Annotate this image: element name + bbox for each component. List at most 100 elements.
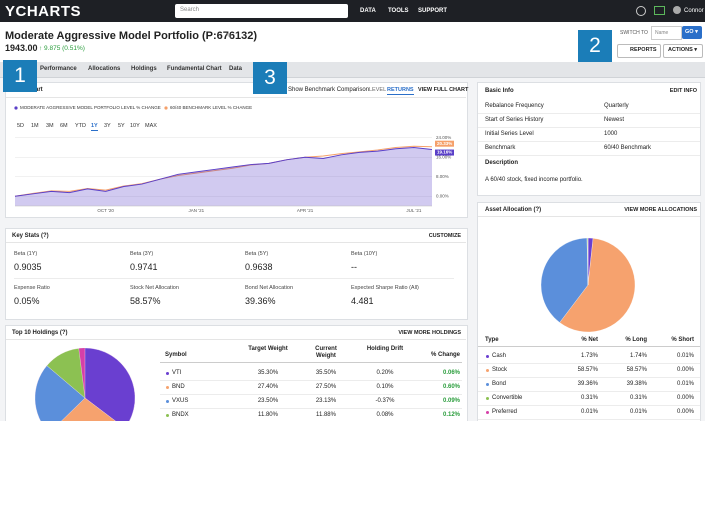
stat-value: --: [351, 262, 357, 272]
cell: 0.01%: [676, 353, 694, 359]
reports-text[interactable]: REPORTS: [630, 47, 657, 53]
divider: [6, 339, 466, 340]
stat-label: Beta (1Y): [14, 251, 38, 257]
stat-value: 0.05%: [14, 296, 40, 306]
description-label: Description: [485, 160, 519, 166]
price: 1943.00: [5, 43, 38, 53]
price-change: ↑ 9.875 (0.51%): [39, 45, 85, 52]
tab[interactable]: Data: [229, 66, 243, 72]
range-button[interactable]: 1Y: [91, 123, 98, 131]
go-button[interactable]: [682, 26, 702, 39]
nav-link[interactable]: SUPPORT: [418, 8, 448, 14]
end-label: 20.33%: [437, 141, 452, 146]
mode-toggle[interactable]: RETURNS: [387, 87, 414, 95]
end-label: 19.16%: [437, 150, 452, 155]
cell: Bond: [492, 381, 507, 387]
legend-label: MODERATE AGGRESSIVE MODEL PORTFOLIO LEVE…: [20, 105, 161, 110]
cell: 0.08%: [376, 412, 394, 418]
go-text[interactable]: GO ▾: [685, 29, 698, 35]
stat-label: Beta (10Y): [351, 251, 378, 257]
cell: 1.73%: [580, 353, 598, 359]
tab-bar: [0, 62, 705, 78]
view-more[interactable]: VIEW MORE ALLOCATIONS: [624, 207, 697, 213]
range-button[interactable]: 10Y: [130, 123, 140, 129]
customize[interactable]: CUSTOMIZE: [428, 233, 461, 239]
tab[interactable]: Holdings: [131, 66, 157, 72]
divider: [6, 97, 466, 98]
column-header: Target Weight: [248, 346, 288, 352]
stat-label: Expected Sharpe Ratio (All): [351, 285, 419, 291]
view-more[interactable]: VIEW MORE HOLDINGS: [398, 330, 461, 336]
range-button[interactable]: 3M: [46, 123, 54, 129]
name-input[interactable]: [651, 26, 682, 40]
chat-icon[interactable]: [654, 6, 665, 15]
row-line: [478, 113, 700, 114]
row-line: [478, 419, 700, 420]
info-label: Benchmark: [485, 145, 516, 151]
end-label-box: [435, 140, 454, 147]
description: A 60/40 stock, fixed income portfolio.: [485, 177, 583, 183]
cell: 0.06%: [442, 370, 460, 376]
tab[interactable]: Allocations: [88, 66, 121, 72]
range-button[interactable]: 1M: [31, 123, 39, 129]
cell: 0.12%: [442, 412, 460, 418]
column-header: Current Weight: [315, 346, 337, 360]
actions-text[interactable]: ACTIONS ▾: [668, 47, 698, 53]
legend-label: 60/40 BENCHMARK LEVEL % CHANGE: [170, 105, 252, 110]
cell: 0.60%: [442, 384, 460, 390]
legend-swatch: [14, 106, 18, 110]
cell: 0.01%: [676, 381, 694, 387]
legend-dot: [486, 382, 489, 386]
tab[interactable]: Fundamental Chart: [167, 66, 222, 72]
cell: -0.37%: [375, 398, 395, 404]
cell: 11.80%: [258, 412, 278, 418]
range-button[interactable]: MAX: [145, 123, 157, 129]
edit-info[interactable]: EDIT INFO: [669, 88, 697, 94]
row-line: [478, 127, 700, 128]
user-name[interactable]: Connor: [684, 8, 704, 14]
range-button[interactable]: 3Y: [104, 123, 111, 129]
stat-label: Bond Net Allocation: [245, 285, 294, 291]
cell: 23.50%: [257, 398, 279, 404]
app: YCHARTS Search DATA TOOLS SUPPORT Connor Moder…: [0, 0, 705, 421]
tab[interactable]: Performance: [40, 66, 77, 72]
row-line: [478, 141, 700, 142]
range-button[interactable]: YTD: [75, 123, 86, 129]
range-button[interactable]: 5Y: [118, 123, 125, 129]
mode-toggle[interactable]: LEVEL: [369, 87, 387, 93]
stat-label: Stock Net Allocation: [130, 285, 179, 291]
cell: Cash: [492, 353, 507, 359]
info-icon[interactable]: [636, 6, 646, 16]
cell: 0.01%: [580, 409, 598, 415]
end-label-box: [435, 149, 454, 156]
divider: [478, 216, 700, 217]
info-value: Quarterly: [604, 103, 629, 109]
actions-button[interactable]: [663, 44, 703, 58]
search-box[interactable]: [175, 4, 348, 18]
benchmark-toggle[interactable]: Show Benchmark Comparison: [288, 87, 370, 93]
cell: 35.50%: [315, 370, 337, 376]
range-button[interactable]: 5D: [17, 123, 25, 129]
stat-label: Beta (3Y): [130, 251, 154, 257]
nav-link[interactable]: DATA: [360, 8, 376, 14]
column-header: Symbol: [165, 352, 187, 358]
stat-value: 0.9741: [130, 262, 158, 272]
pie-slice: [540, 237, 589, 323]
edit-icon: ✎: [226, 33, 232, 40]
view-full-chart[interactable]: VIEW FULL CHART: [418, 87, 469, 93]
x-tick-label: JUL '21: [406, 208, 421, 213]
user-icon[interactable]: [673, 6, 681, 14]
panel-title: Top 10 Holdings (?): [12, 330, 68, 336]
info-value: 60/40 Benchmark: [604, 145, 652, 151]
nav-link[interactable]: TOOLS: [388, 8, 409, 14]
cell: Stock: [492, 367, 508, 373]
line: [14, 145, 433, 197]
info-value: 1000: [604, 131, 618, 137]
range-button[interactable]: 6M: [60, 123, 68, 129]
cell: 0.31%: [580, 395, 598, 401]
column-header: Holding Drift: [366, 346, 404, 352]
panel-title: Key Stats (?): [12, 233, 49, 239]
legend-dot: [166, 399, 169, 403]
divider: [6, 242, 466, 243]
reports-button[interactable]: [617, 44, 661, 58]
